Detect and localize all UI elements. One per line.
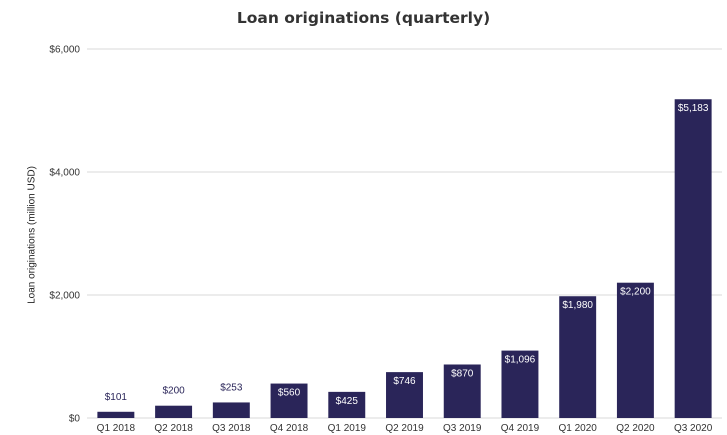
bar-value-label: $746 — [393, 376, 416, 387]
bar-value-label: $1,096 — [505, 355, 536, 366]
bar — [155, 405, 193, 418]
x-tick-label: Q3 2018 — [212, 423, 251, 434]
bar-value-label: $425 — [336, 396, 359, 407]
x-tick-label: Q2 2018 — [154, 423, 193, 434]
x-tick-label: Q1 2019 — [328, 423, 367, 434]
x-tick-label: Q2 2019 — [385, 423, 424, 434]
bar-value-label: $2,200 — [620, 287, 651, 298]
bar — [212, 402, 250, 418]
bar-value-label: $200 — [162, 386, 185, 397]
bar — [270, 383, 308, 418]
y-tick-label: $6,000 — [49, 45, 80, 56]
bar-value-label: $253 — [220, 382, 243, 393]
bar — [559, 296, 597, 418]
bar-value-label: $870 — [451, 368, 474, 379]
x-tick-label: Q3 2019 — [443, 423, 482, 434]
y-tick-label: $2,000 — [49, 291, 80, 302]
bar — [443, 364, 481, 418]
chart-title: Loan originations (quarterly) — [236, 9, 491, 27]
bar — [386, 372, 423, 418]
bar-value-label: $5,183 — [678, 103, 709, 114]
bar — [616, 282, 654, 418]
bar-value-label: $1,980 — [562, 300, 593, 311]
x-tick-label: Q4 2019 — [501, 423, 540, 434]
bar — [97, 411, 135, 418]
bar — [674, 99, 712, 419]
x-tick-label: Q4 2018 — [270, 423, 309, 434]
bar-value-label: $560 — [278, 388, 301, 399]
y-tick-label: $0 — [69, 414, 81, 425]
x-tick-label: Q1 2018 — [97, 423, 136, 434]
x-tick-label: Q1 2020 — [558, 423, 597, 434]
x-tick-label: Q3 2020 — [674, 423, 713, 434]
bar — [501, 350, 539, 418]
bar-value-label: $101 — [105, 392, 128, 403]
y-tick-label: $4,000 — [49, 168, 80, 179]
bar — [328, 391, 366, 418]
x-tick-label: Q2 2020 — [616, 423, 655, 434]
